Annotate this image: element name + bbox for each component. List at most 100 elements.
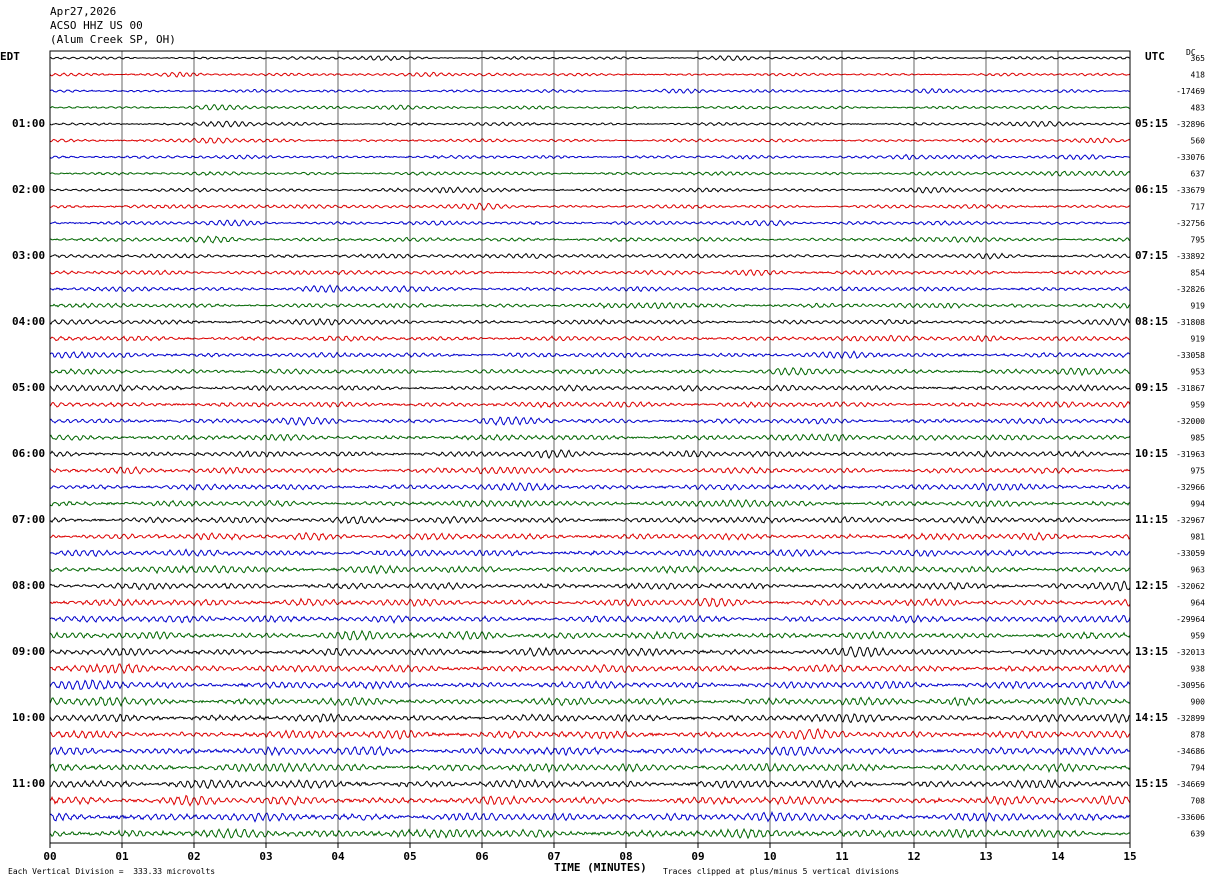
left-hour-label: 02:00 [12, 183, 46, 196]
x-tick-label: 05 [403, 850, 416, 863]
seismic-trace [49, 186, 1131, 194]
seismic-trace [49, 269, 1131, 277]
plot-frame [49, 50, 1131, 844]
seismic-trace [49, 400, 1131, 409]
right-hour-label: 14:15 [1135, 711, 1169, 724]
dc-offset-label: -31808 [1176, 318, 1205, 327]
dc-offset-label: 994 [1191, 500, 1206, 509]
seismic-trace [49, 580, 1131, 592]
dc-offset-label: -33059 [1176, 549, 1205, 558]
seismic-trace [49, 745, 1131, 757]
x-tick-label: 12 [907, 850, 920, 863]
seismic-trace [49, 548, 1131, 558]
right-hour-label: 10:15 [1135, 447, 1169, 460]
dc-offset-label: -29964 [1176, 615, 1205, 624]
x-tick-label: 09 [691, 850, 704, 863]
dc-offset-label: 959 [1191, 632, 1206, 641]
dc-offset-label: -34669 [1176, 780, 1205, 789]
dc-offset-label: -32826 [1176, 285, 1205, 294]
seismic-trace [49, 71, 1131, 78]
right-hour-label: 12:15 [1135, 579, 1169, 592]
x-tick-label: 07 [547, 850, 560, 863]
dc-offset-label: 637 [1191, 170, 1206, 179]
dc-offset-label: -32899 [1176, 714, 1205, 723]
seismic-trace [49, 482, 1131, 492]
x-tick-label: 15 [1123, 850, 1136, 863]
right-hour-label: 06:15 [1135, 183, 1169, 196]
seismic-trace [49, 679, 1131, 691]
left-hour-label: 10:00 [12, 711, 46, 724]
x-tick-label: 00 [43, 850, 56, 863]
seismic-trace [49, 629, 1131, 642]
dc-offset-label: 963 [1191, 566, 1206, 575]
dc-offset-label: 959 [1191, 401, 1206, 410]
seismic-trace [49, 384, 1131, 392]
seismic-traces [49, 55, 1131, 840]
seismic-trace [49, 252, 1131, 260]
seismic-trace [49, 614, 1131, 624]
dc-offset-label: -33606 [1176, 813, 1205, 822]
x-tick-label: 14 [1051, 850, 1065, 863]
seismic-trace [49, 696, 1131, 708]
dc-offset-label: 483 [1191, 104, 1206, 113]
seismic-trace [49, 727, 1131, 741]
left-hour-label: 05:00 [12, 381, 46, 394]
dc-offset-label: -32000 [1176, 417, 1205, 426]
seismic-trace [49, 597, 1131, 608]
seismic-trace [49, 794, 1131, 807]
dc-offset-label: -33892 [1176, 252, 1205, 261]
seismic-trace [49, 235, 1131, 244]
seismic-trace [49, 762, 1131, 774]
dc-offset-label: -31867 [1176, 384, 1205, 393]
seismic-trace [49, 55, 1131, 62]
seismic-trace [49, 449, 1131, 459]
scale-note: Each Vertical Division = 333.33 microvol… [8, 867, 216, 876]
seismic-trace [49, 153, 1131, 160]
dc-offset-label: 639 [1191, 830, 1206, 839]
dc-offset-label: -32966 [1176, 483, 1205, 492]
x-tick-label: 06 [475, 850, 489, 863]
left-hour-label: 04:00 [12, 315, 46, 328]
header-location: (Alum Creek SP, OH) [50, 33, 176, 46]
right-hour-label: 11:15 [1135, 513, 1169, 526]
dc-offset-label: 900 [1191, 698, 1206, 707]
dc-offset-label: 794 [1191, 764, 1206, 773]
dc-offset-label: 975 [1191, 467, 1206, 476]
seismic-trace [49, 531, 1131, 542]
dc-offset-label: 919 [1191, 335, 1206, 344]
right-hour-label: 13:15 [1135, 645, 1169, 658]
header-date: Apr27,2026 [50, 5, 117, 18]
x-tick-label: 04 [331, 850, 345, 863]
seismic-trace [49, 778, 1131, 790]
seismic-trace [49, 301, 1131, 310]
dc-offset-label: 365 [1191, 54, 1206, 63]
dc-offset-label: 560 [1191, 137, 1206, 146]
dc-offset-label: -31963 [1176, 450, 1205, 459]
seismic-trace [49, 810, 1131, 823]
left-hour-label: 09:00 [12, 645, 46, 658]
dc-offset-label: -32062 [1176, 582, 1205, 591]
right-timezone-label: UTC [1145, 50, 1165, 63]
x-tick-label: 03 [259, 850, 272, 863]
dc-offset-label: 717 [1191, 203, 1206, 212]
header-station: ACSO HHZ US 00 [50, 19, 143, 32]
x-axis-ticks: 00 01 02 03 04 05 06 07 08 09 10 11 12 13 14 15 [43, 843, 1137, 863]
left-timezone-label: EDT [0, 50, 20, 63]
x-tick-label: 08 [619, 850, 632, 863]
x-tick-label: 11 [835, 850, 849, 863]
dc-offset-label: 708 [1191, 797, 1206, 806]
dc-offset-label: -33679 [1176, 186, 1205, 195]
left-hour-label: 01:00 [12, 117, 46, 130]
seismic-trace [49, 103, 1130, 111]
right-hour-label: 05:15 [1135, 117, 1169, 130]
x-axis-title: TIME (MINUTES) [554, 861, 647, 874]
seismic-trace [49, 350, 1131, 360]
seismic-trace [49, 202, 1131, 211]
right-hour-label: 07:15 [1135, 249, 1169, 262]
right-hour-label: 08:15 [1135, 315, 1169, 328]
dc-offset-label: 795 [1191, 236, 1206, 245]
dc-offset-label: 985 [1191, 434, 1206, 443]
seismic-trace [49, 334, 1131, 343]
seismic-trace [49, 646, 1131, 658]
